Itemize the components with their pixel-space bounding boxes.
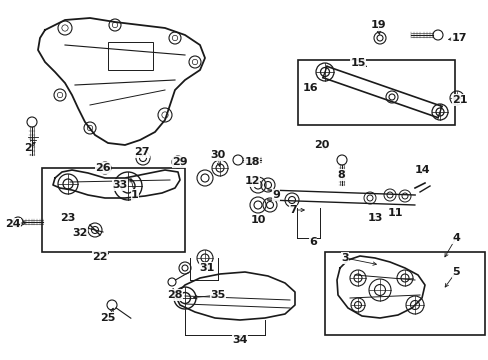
- Text: 3: 3: [341, 253, 348, 263]
- Text: 31: 31: [199, 263, 214, 273]
- Text: 7: 7: [288, 205, 296, 215]
- Text: 15: 15: [349, 58, 365, 68]
- Text: 2: 2: [24, 143, 32, 153]
- Text: 18: 18: [244, 157, 259, 167]
- Text: 35: 35: [210, 290, 225, 300]
- Text: 20: 20: [314, 140, 329, 150]
- Text: 34: 34: [232, 335, 247, 345]
- Text: 4: 4: [451, 233, 459, 243]
- Text: 8: 8: [336, 170, 344, 180]
- Text: 9: 9: [271, 190, 279, 200]
- Text: 19: 19: [369, 20, 385, 30]
- Text: 33: 33: [112, 180, 127, 190]
- Text: 10: 10: [250, 215, 265, 225]
- Text: 23: 23: [60, 213, 76, 223]
- Text: 12: 12: [244, 176, 259, 186]
- Text: 32: 32: [72, 228, 87, 238]
- Text: 6: 6: [308, 237, 316, 247]
- Text: 25: 25: [100, 313, 116, 323]
- Text: 5: 5: [451, 267, 459, 277]
- Text: 30: 30: [210, 150, 225, 160]
- Text: 1: 1: [131, 190, 139, 200]
- Text: 13: 13: [366, 213, 382, 223]
- Text: 11: 11: [386, 208, 402, 218]
- Text: 14: 14: [413, 165, 429, 175]
- Bar: [108, 42, 153, 70]
- Text: 29: 29: [172, 157, 187, 167]
- Text: 17: 17: [450, 33, 466, 43]
- Text: 16: 16: [302, 83, 317, 93]
- Text: 21: 21: [451, 95, 467, 105]
- Text: 22: 22: [92, 252, 107, 262]
- Text: 28: 28: [167, 290, 183, 300]
- Text: 27: 27: [134, 147, 149, 157]
- Bar: [297, 60, 454, 125]
- Text: 26: 26: [95, 163, 111, 173]
- Bar: [42, 168, 184, 252]
- Bar: [325, 252, 484, 335]
- Text: 24: 24: [5, 219, 21, 229]
